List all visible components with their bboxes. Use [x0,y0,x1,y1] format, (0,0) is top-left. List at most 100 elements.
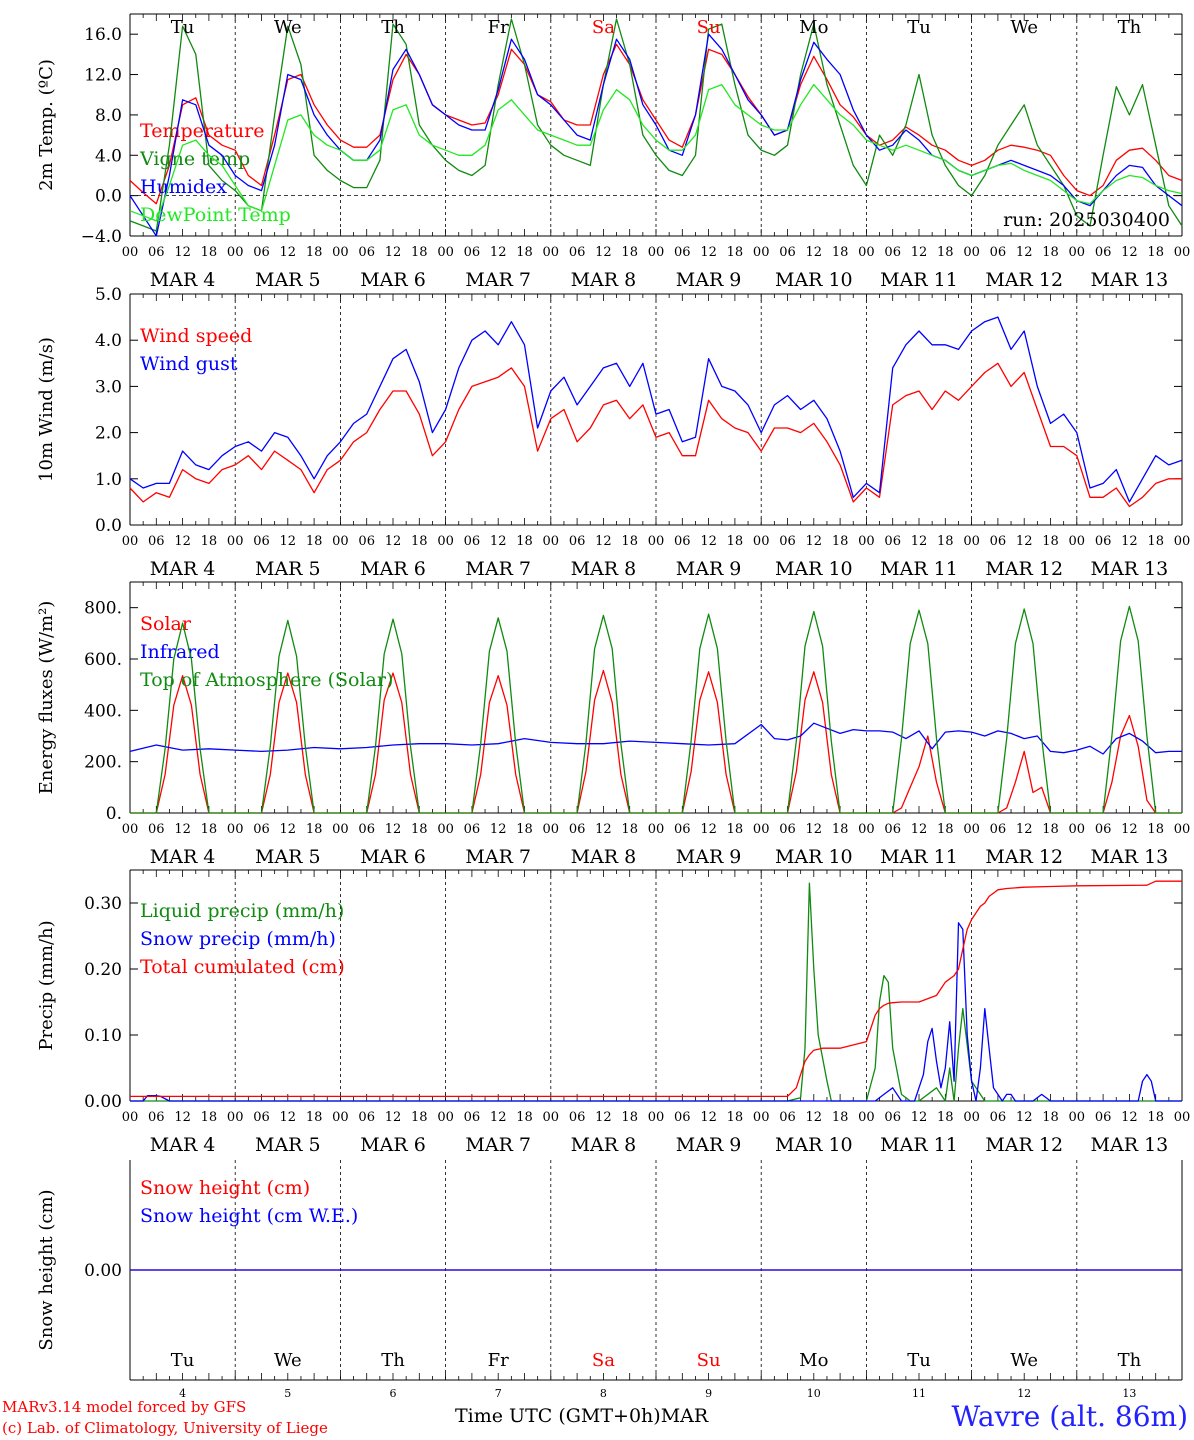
legend-entry: Snow height (cm W.E.) [140,1205,358,1227]
hour-label: 00 [122,1110,139,1125]
hour-label: 06 [464,534,481,549]
hour-label: 06 [884,245,901,260]
y-tick-label: 1.0 [95,470,122,490]
weekday-label: Th [381,1350,405,1371]
hour-label: 00 [437,534,454,549]
hour-label: 00 [963,245,980,260]
weekday-label: Tu [907,1350,931,1371]
hour-label: 18 [411,534,428,549]
hour-label: 18 [621,534,638,549]
x-axis-month: MAR [660,1405,709,1427]
y-tick-label: 0. [106,804,122,824]
hour-label: 06 [990,1110,1007,1125]
panel-4: 0.00 0.10 0.20 0.30 Precip (mm/h) Liquid prec… [36,869,1191,1156]
weekday-label: We [274,1350,302,1371]
panel-5: 0.00 Snow height (cm) Snow height (cm) Snow… [36,1160,1183,1400]
y-tick-label: 2.0 [95,424,122,444]
series-line-0 [129,43,1183,205]
hour-label: 06 [779,1110,796,1125]
hour-label: 18 [727,245,744,260]
hour-label: 06 [253,534,270,549]
hour-label: 12 [385,245,402,260]
y-tick-label: 600. [84,650,122,670]
hour-label: 18 [306,1110,323,1125]
legend-entry: Wind gust [140,353,238,375]
hour-label: 12 [490,534,507,549]
hour-label: 12 [385,534,402,549]
hour-label: 18 [306,534,323,549]
day-label: MAR 13 [1091,269,1169,291]
hour-label: 00 [227,245,244,260]
hour-label: 18 [306,245,323,260]
hour-label: 00 [1069,1110,1086,1125]
hour-label: 12 [911,534,928,549]
day-label: MAR 8 [571,269,637,291]
series-line-3 [129,83,1183,222]
hour-label: 00 [963,534,980,549]
y-tick-label: 0.0 [95,187,122,207]
day-label: MAR 6 [360,846,426,868]
hour-label: 12 [700,1110,717,1125]
hour-label: 00 [858,245,875,260]
hour-label: 12 [490,1110,507,1125]
hour-label: 00 [1174,822,1191,837]
weekday-label: We [1010,17,1038,38]
hour-label: 18 [621,1110,638,1125]
hour-label: 00 [227,1110,244,1125]
weekday-label: Fr [488,17,509,38]
weekday-label: We [274,17,302,38]
day-label: MAR 12 [985,846,1063,868]
y-tick-label: 5.0 [95,285,122,305]
weekday-label: Su [697,1350,721,1371]
day-label: MAR 8 [571,558,637,580]
legend-entry: Infrared [140,641,220,663]
y-tick-label: 16.0 [84,25,122,45]
hour-label: 12 [700,245,717,260]
hour-label: 00 [753,245,770,260]
hour-label: 00 [122,822,139,837]
hour-label: 18 [1147,1110,1164,1125]
hour-label: 18 [516,1110,533,1125]
series-line-2 [129,33,1183,237]
hour-label: 18 [621,822,638,837]
hour-label: 00 [1174,1110,1191,1125]
y-axis-label: Snow height (cm) [36,1189,57,1350]
hour-label: 00 [753,1110,770,1125]
day-label: MAR 4 [150,1134,216,1156]
panel-2: 0.0 1.0 2.0 3.0 4.0 5.0 10m Wind (m/s) Wind spe… [36,285,1190,580]
series-line-0 [130,882,1182,1102]
hour-label: 06 [674,1110,691,1125]
day-label: MAR 10 [775,1134,853,1156]
hour-label: 12 [385,1110,402,1125]
legend-entry: Total cumulated (cm) [140,956,345,978]
day-label: MAR 9 [676,269,742,291]
hour-label: 12 [174,245,191,260]
hour-label: 00 [753,534,770,549]
hour-label: 00 [543,822,560,837]
hour-label: 12 [911,1110,928,1125]
legend-entry: Solar [140,613,192,635]
hour-label: 18 [1147,822,1164,837]
hour-label: 18 [1042,245,1059,260]
y-tick-label: 0.10 [84,1026,122,1046]
hour-label: 18 [621,245,638,260]
hour-label: 06 [569,822,586,837]
hour-label: 06 [358,822,375,837]
hour-label: 12 [1016,534,1033,549]
hour-label: 06 [569,245,586,260]
hour-label: 06 [253,245,270,260]
legend-entry: Vigne temp [139,148,250,170]
day-label: MAR 10 [775,558,853,580]
hour-label: 06 [884,822,901,837]
weekday-label: Tu [907,17,931,38]
hour-label: 06 [358,534,375,549]
hour-label: 00 [858,1110,875,1125]
hour-label: 12 [1016,822,1033,837]
y-tick-label: 0.0 [95,516,122,536]
hour-label: 06 [1095,1110,1112,1125]
hour-label: 18 [832,534,849,549]
hour-label: 00 [1069,534,1086,549]
day-number: 5 [284,1387,291,1400]
y-tick-label: 0.00 [84,1261,122,1281]
